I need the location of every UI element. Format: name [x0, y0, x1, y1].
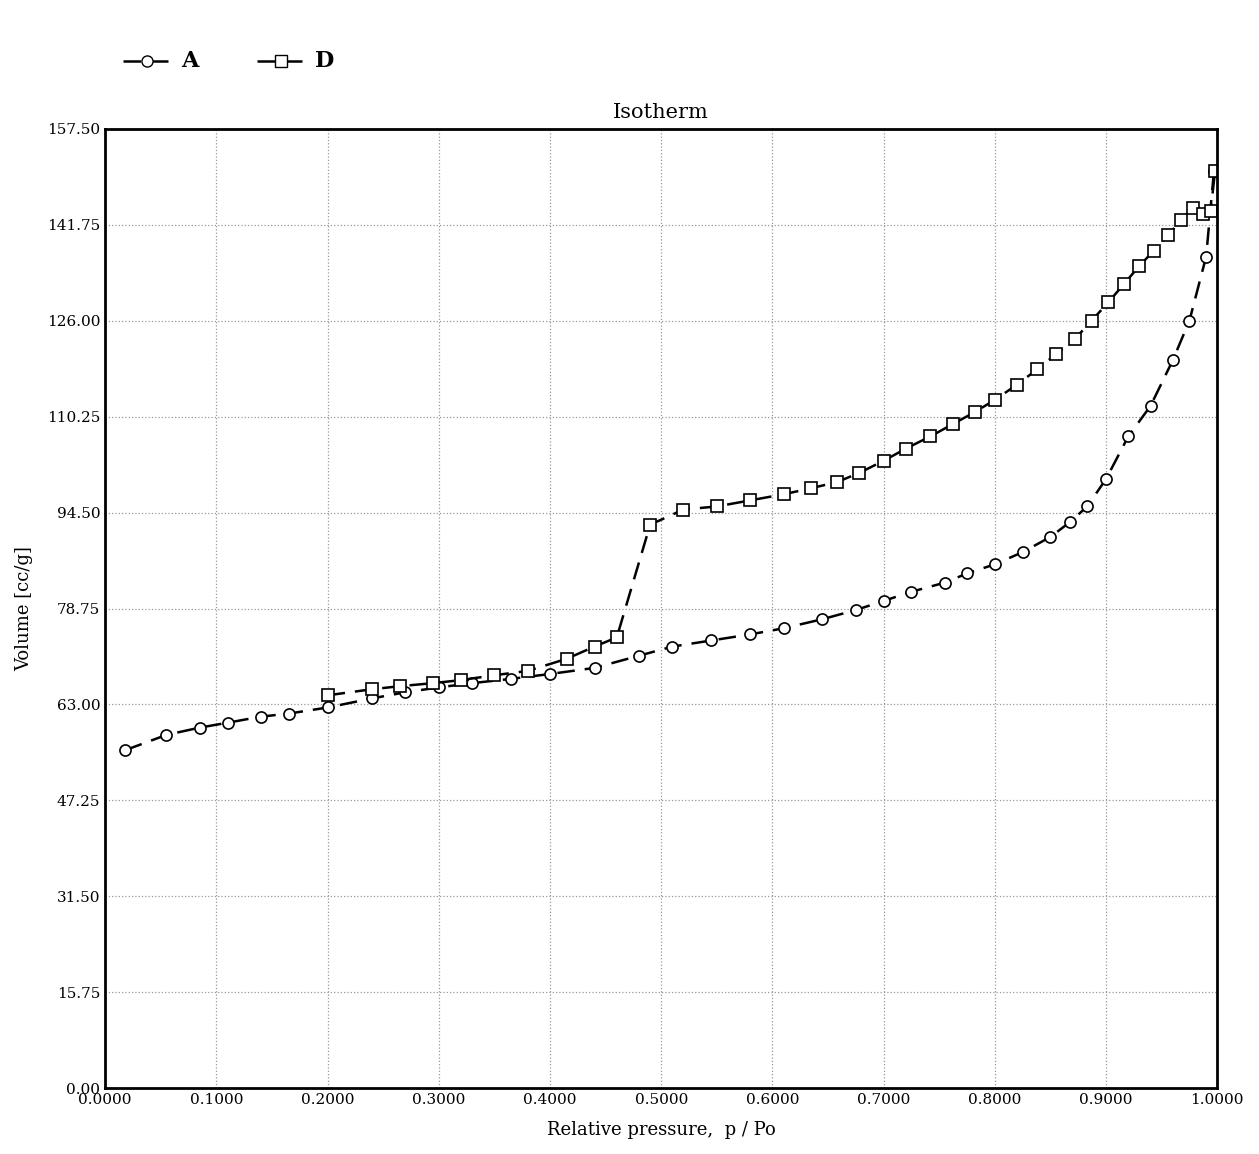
Y-axis label: Volume [cc/g]: Volume [cc/g]	[15, 546, 33, 670]
X-axis label: Relative pressure,  p / Po: Relative pressure, p / Po	[546, 1121, 776, 1139]
Title: Isotherm: Isotherm	[613, 103, 709, 121]
Legend: A, D: A, D	[115, 43, 342, 80]
